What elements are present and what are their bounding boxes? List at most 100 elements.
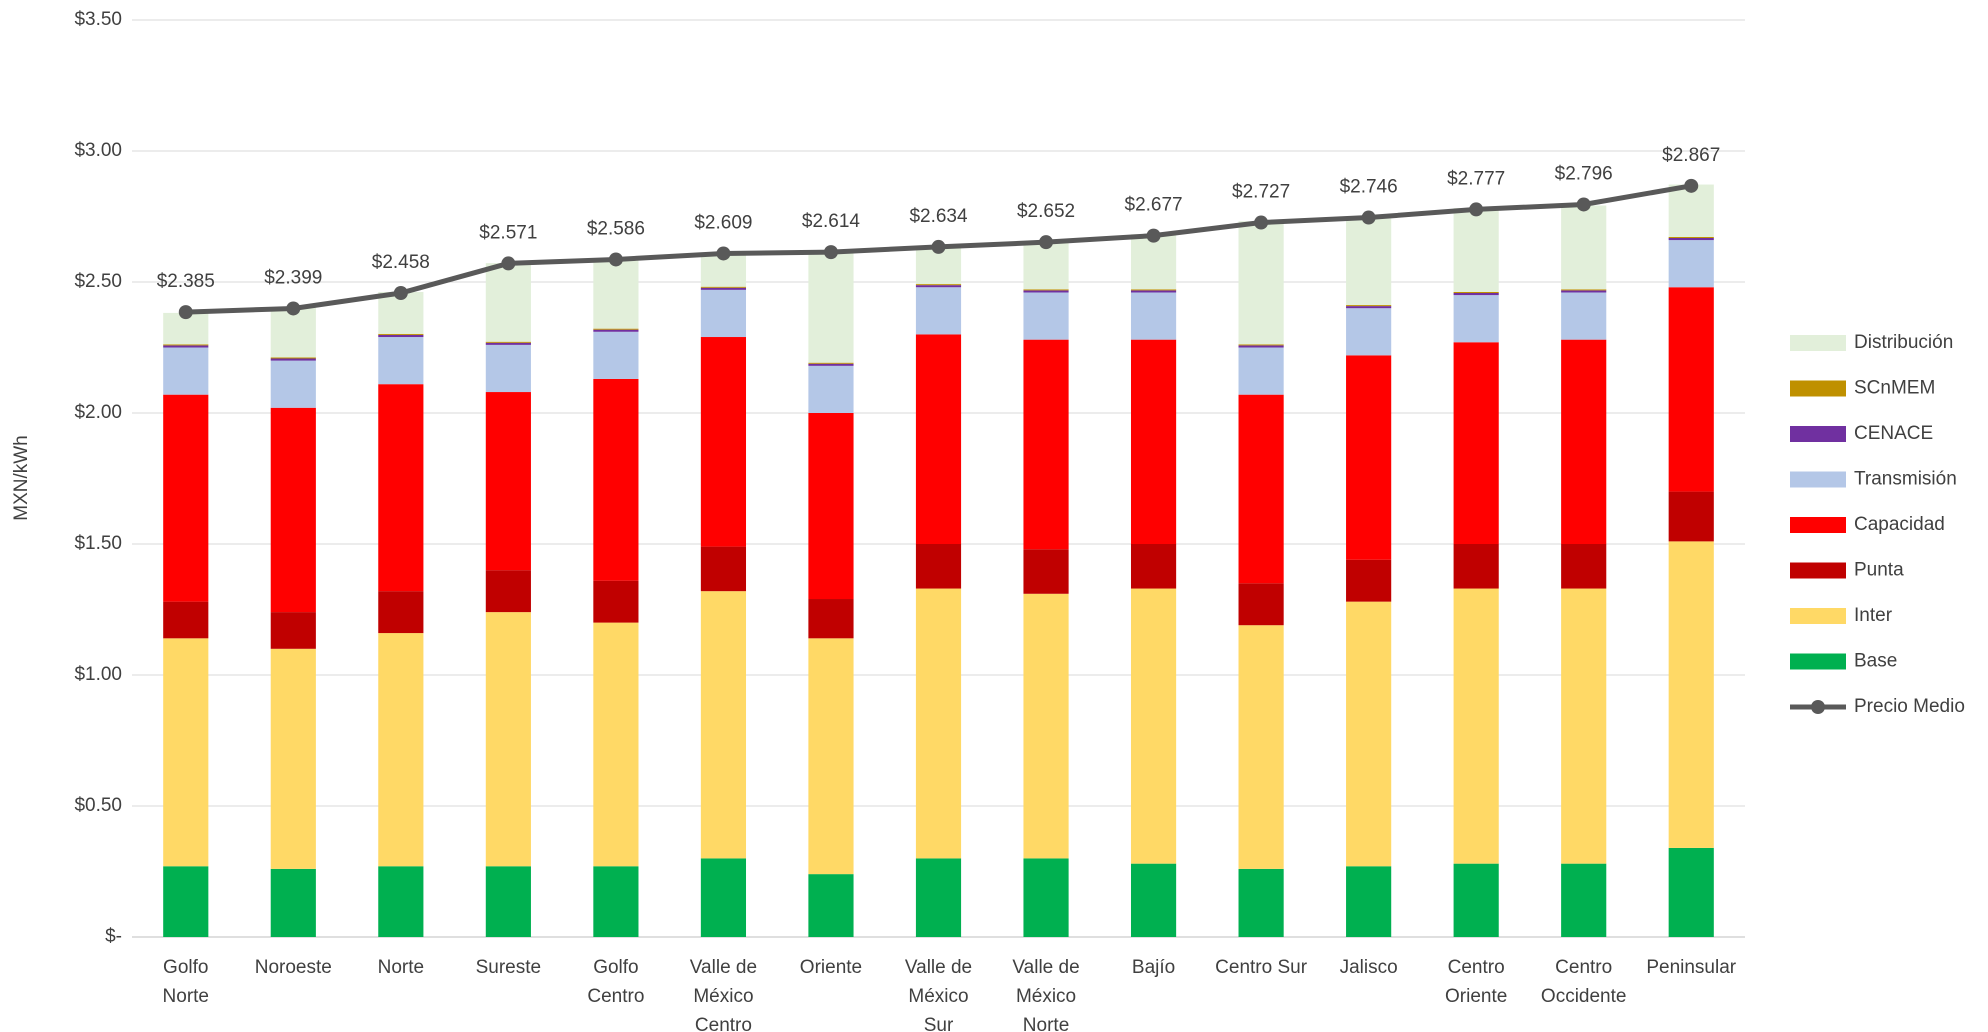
bar-segment bbox=[378, 337, 424, 385]
line-marker bbox=[931, 239, 946, 254]
line-marker bbox=[1576, 197, 1591, 212]
x-tick-label: Centro bbox=[1555, 957, 1612, 978]
x-tick-label: Norte bbox=[163, 986, 209, 1007]
line-marker bbox=[608, 252, 623, 267]
bar-segment bbox=[1238, 221, 1284, 345]
bar-segment bbox=[270, 407, 316, 613]
bar-segment bbox=[1130, 290, 1177, 293]
bar-segment bbox=[1023, 858, 1069, 937]
bar-segment bbox=[1130, 544, 1177, 589]
data-label: $2.458 bbox=[372, 252, 430, 273]
line-marker bbox=[1146, 228, 1161, 243]
x-tick-label: Norte bbox=[1023, 1015, 1069, 1032]
bar-segment bbox=[163, 394, 209, 602]
bar-segment bbox=[700, 286, 747, 288]
legend-label: Punta bbox=[1854, 560, 1904, 581]
legend-swatch bbox=[1790, 335, 1846, 351]
bar-segment bbox=[1453, 208, 1499, 292]
bar-segment bbox=[1668, 240, 1714, 288]
bar-segment bbox=[700, 337, 747, 547]
legend-swatch bbox=[1790, 471, 1846, 488]
y-tick-label: $1.50 bbox=[74, 533, 122, 554]
legend-label: Base bbox=[1854, 651, 1897, 672]
bar-segment bbox=[1023, 593, 1069, 859]
bar-segment bbox=[485, 392, 531, 571]
bar-segment bbox=[270, 868, 316, 937]
x-tick-label: Sureste bbox=[476, 957, 541, 978]
line-marker bbox=[1039, 235, 1054, 250]
data-label: $2.614 bbox=[802, 211, 861, 232]
x-tick-label: Valle de bbox=[690, 957, 757, 978]
bar-segment bbox=[1668, 237, 1714, 241]
line-marker bbox=[1361, 210, 1376, 225]
line-marker bbox=[716, 246, 731, 261]
bar-segment bbox=[378, 866, 424, 937]
bar-segment bbox=[593, 622, 639, 867]
bar-segment bbox=[485, 342, 531, 345]
bar-segment bbox=[593, 331, 639, 379]
bar-segment bbox=[1668, 287, 1714, 492]
legend-swatch bbox=[1790, 562, 1846, 579]
bar-segment bbox=[700, 546, 747, 592]
bar-segment bbox=[1346, 559, 1392, 602]
bar-segment bbox=[1561, 289, 1607, 291]
bar-segment bbox=[915, 284, 962, 286]
y-tick-label: $2.50 bbox=[74, 271, 122, 292]
bar-segment bbox=[915, 544, 962, 589]
x-tick-label: Centro Sur bbox=[1215, 957, 1308, 978]
legend-swatch bbox=[1790, 426, 1846, 442]
bar-segment bbox=[593, 580, 639, 623]
bar-segment bbox=[1453, 342, 1499, 544]
bar-segment bbox=[808, 365, 854, 413]
bar-segment bbox=[163, 601, 209, 639]
x-tick-label: Valle de bbox=[905, 957, 972, 978]
bar-segment bbox=[1023, 549, 1069, 594]
bar-segment bbox=[1130, 339, 1177, 544]
x-tick-label: Golfo bbox=[163, 957, 208, 978]
bar-segment bbox=[1668, 541, 1714, 848]
bar-segment bbox=[593, 260, 639, 329]
bar-segment bbox=[1668, 236, 1714, 238]
bar-segment bbox=[1668, 847, 1714, 937]
bar-segment bbox=[1130, 588, 1177, 864]
bar-segment bbox=[1238, 344, 1284, 346]
bar-segment bbox=[1346, 306, 1392, 309]
bar-segment bbox=[1023, 289, 1069, 291]
bar-segment bbox=[1453, 291, 1499, 294]
bar-segment bbox=[1238, 583, 1284, 626]
bar-segment bbox=[593, 328, 639, 330]
y-axis-title: MXN/kWh bbox=[11, 435, 32, 521]
bar-segment bbox=[1346, 601, 1392, 867]
bar-segment bbox=[378, 384, 424, 592]
x-tick-label: Valle de bbox=[1012, 957, 1079, 978]
bar-segment bbox=[808, 413, 854, 600]
x-tick-label: Oriente bbox=[800, 957, 862, 978]
bar-segment bbox=[700, 289, 747, 338]
x-tick-label: Sur bbox=[924, 1015, 954, 1032]
bar-segment bbox=[485, 570, 531, 613]
line-marker bbox=[286, 301, 301, 316]
bar-segment bbox=[593, 378, 639, 581]
bar-segment bbox=[915, 858, 962, 937]
bar-segment bbox=[808, 362, 854, 364]
legend-swatch bbox=[1790, 608, 1846, 624]
bar-segment bbox=[1023, 290, 1069, 293]
bar-segment bbox=[1346, 218, 1392, 306]
bar-segment bbox=[1238, 347, 1284, 395]
bar-segment bbox=[1346, 355, 1392, 560]
bar-segment bbox=[593, 329, 639, 332]
x-tick-label: Norte bbox=[378, 957, 424, 978]
bar-segment bbox=[378, 591, 424, 634]
bar-segment bbox=[915, 285, 962, 288]
legend-swatch bbox=[1811, 700, 1825, 714]
x-tick-label: Occidente bbox=[1541, 986, 1627, 1007]
data-label: $2.677 bbox=[1125, 195, 1183, 216]
x-tick-label: Centro bbox=[1448, 957, 1505, 978]
bar-segment bbox=[700, 591, 747, 859]
bar-segment bbox=[378, 333, 424, 335]
legend-label: Transmisión bbox=[1854, 469, 1957, 490]
bar-segment bbox=[1453, 295, 1499, 343]
bar-segment bbox=[1561, 292, 1607, 340]
data-label: $2.634 bbox=[909, 206, 968, 227]
bar-segment bbox=[1130, 863, 1177, 937]
